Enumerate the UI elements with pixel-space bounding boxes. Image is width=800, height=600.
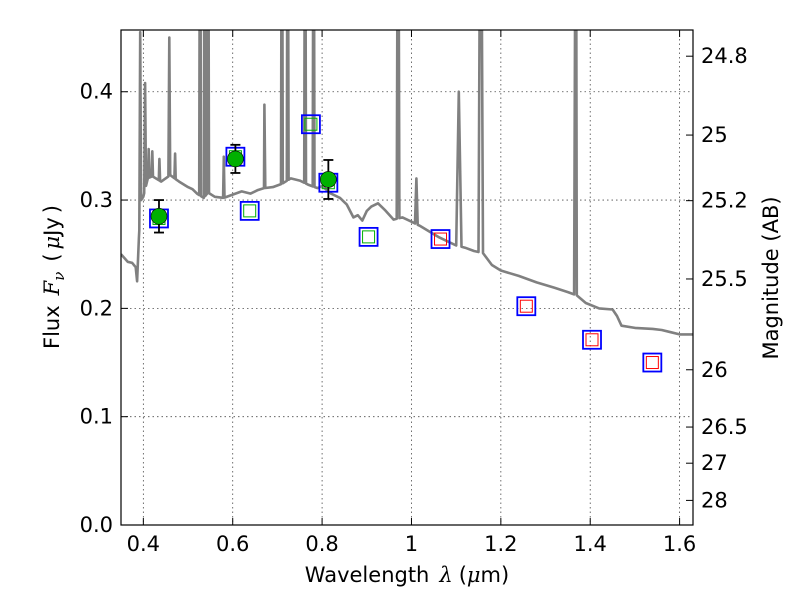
- x-tick-label: 1: [405, 532, 418, 556]
- observed-point: [227, 150, 244, 168]
- magnitude-tick-label: 28: [701, 488, 728, 512]
- data-points: [149, 114, 663, 373]
- observed-point: [150, 208, 168, 225]
- model-flux-inner-red: [434, 232, 448, 246]
- y-tick-label: 0.0: [80, 513, 113, 537]
- magnitude-tick-label: 26.5: [701, 415, 748, 439]
- x-tick-label: 0.4: [127, 532, 160, 556]
- magnitude-axis-ticks: 24.8 25 25.2 25.5 26 26.5 27 28: [686, 44, 748, 512]
- x-tick-label: 0.6: [216, 532, 249, 556]
- magnitude-tick-label: 24.8: [701, 44, 748, 68]
- spectrum-line: [121, 30, 693, 336]
- model-flux-inner-red: [645, 356, 659, 370]
- magnitude-tick-label: 27: [701, 451, 728, 475]
- model-flux-box: [582, 329, 602, 350]
- model-flux-inner-green: [362, 230, 376, 244]
- x-tick-label: 1.4: [574, 532, 607, 556]
- y-axis-label: FluxFν(μJy): [40, 205, 68, 349]
- y-tick-label: 0.4: [80, 80, 113, 104]
- model-flux-box: [301, 114, 321, 135]
- model-flux-box: [642, 352, 663, 373]
- plot-frame: [120, 29, 694, 526]
- model-flux-inner-red: [519, 299, 533, 313]
- model-flux-box: [239, 200, 260, 221]
- magnitude-tick-label: 25: [701, 123, 728, 147]
- x-tick-label: 1.6: [663, 532, 696, 556]
- x-axis-ticks: 0.4 0.6 0.8 1 1.2 1.4 1.6: [127, 30, 696, 556]
- magnitude-tick-label: 26: [701, 358, 728, 382]
- x-tick-label: 1.2: [484, 532, 517, 556]
- grid: [121, 30, 693, 525]
- model-flux-inner-green: [243, 204, 257, 218]
- x-tick-label: 0.8: [305, 532, 338, 556]
- magnitude-tick-label: 25.5: [701, 267, 748, 291]
- model-flux-inner-red: [585, 333, 599, 347]
- model-spectrum: [121, 30, 693, 336]
- x-axis-label: Wavelength λ (μm): [305, 563, 509, 587]
- y-tick-label: 0.1: [80, 405, 113, 429]
- model-flux-box: [358, 226, 379, 247]
- y-axis-ticks: 0.0 0.1 0.2 0.3 0.4: [80, 80, 128, 537]
- y-tick-label: 0.2: [80, 296, 113, 320]
- magnitude-axis-label: Magnitude (AB): [759, 196, 783, 359]
- magnitude-tick-label: 25.2: [701, 189, 748, 213]
- observed-point: [320, 171, 337, 188]
- model-flux-box: [516, 296, 537, 317]
- model-flux-inner-green: [304, 117, 318, 131]
- model-flux-box: [430, 229, 451, 249]
- y-tick-label: 0.3: [80, 188, 113, 212]
